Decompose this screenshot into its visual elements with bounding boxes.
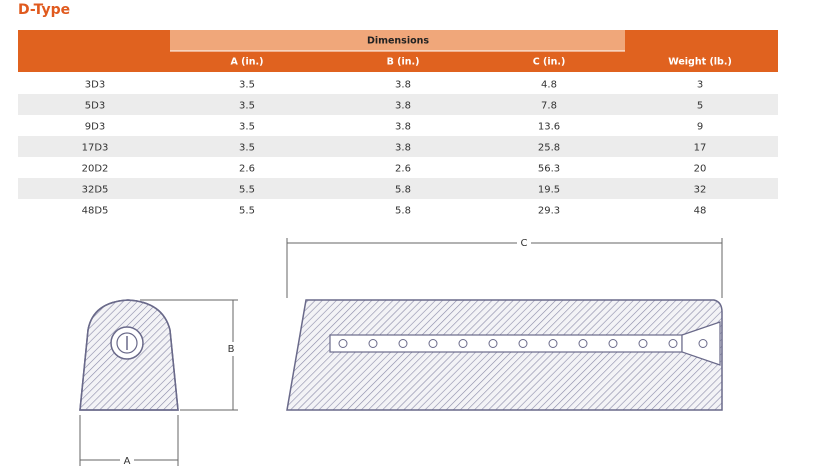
table-cell: 3: [697, 80, 703, 91]
table-cell: 5.5: [239, 185, 255, 196]
table-cell: 17: [694, 143, 707, 154]
table-cell: 3.8: [395, 101, 411, 112]
table-cell: 4.8: [541, 80, 557, 91]
bolt-hole: [368, 339, 378, 348]
table-cell: 2.6: [239, 164, 255, 175]
bolt-hole: [698, 339, 708, 348]
table-cell: 3.5: [239, 122, 255, 133]
bolt-hole: [638, 339, 648, 348]
table-cell: 19.5: [538, 185, 560, 196]
bolt-hole: [338, 339, 348, 348]
row-label: 17D3: [82, 143, 109, 154]
bolt-hole: [458, 339, 468, 348]
side-view-diagram: C: [286, 236, 723, 411]
table-cell: 3.5: [239, 80, 255, 91]
column-header: C (in.): [533, 57, 566, 68]
bolt-hole: [548, 339, 558, 348]
table-cell: 29.3: [538, 206, 560, 217]
table-cell: 3.8: [395, 143, 411, 154]
row-label: 3D3: [85, 80, 105, 91]
bolt-hole: [578, 339, 588, 348]
end-view-diagram: B A: [79, 299, 240, 467]
row-label: 48D5: [82, 206, 109, 217]
table-cell: 5.8: [395, 206, 411, 217]
dimension-label: B: [228, 344, 235, 355]
table-cell: 5.5: [239, 206, 255, 217]
dimension-label: A: [124, 456, 131, 467]
group-header: Dimensions: [367, 36, 429, 47]
table-cell: 13.6: [538, 122, 560, 133]
dimension-label: C: [521, 238, 528, 249]
table-cell: 3.8: [395, 122, 411, 133]
page-title: D-Type: [18, 2, 70, 18]
table-cell: 3.8: [395, 80, 411, 91]
bolt-hole: [398, 339, 408, 348]
row-background: [18, 178, 778, 199]
bolt-hole: [428, 339, 438, 348]
table-cell: 25.8: [538, 143, 560, 154]
table: A (in.) B (in.) C (in.) Weight (lb.) 3D3 3.5 3…: [18, 57, 778, 217]
group-header-cell: [170, 30, 625, 51]
column-header: B (in.): [387, 57, 420, 68]
header-cell: [170, 51, 625, 72]
table-cell: 5.8: [395, 185, 411, 196]
table-cell: 5: [697, 101, 703, 112]
table-cell: 32: [694, 185, 707, 196]
header-cell: [625, 30, 778, 72]
header-cell: [18, 30, 170, 72]
bolt-hole: [518, 339, 528, 348]
row-label: 5D3: [85, 101, 105, 112]
row-background: [18, 136, 778, 157]
table-cell: 3.5: [239, 143, 255, 154]
column-header: Weight (lb.): [668, 57, 732, 68]
bolt-hole: [608, 339, 618, 348]
table-cell: 56.3: [538, 164, 560, 175]
row-label: 20D2: [82, 164, 109, 175]
column-header: A (in.): [231, 57, 264, 68]
row-label: 9D3: [85, 122, 105, 133]
table-cell: 9: [697, 122, 703, 133]
table-cell: 48: [694, 206, 707, 217]
table-cell: 20: [694, 164, 707, 175]
row-label: 32D5: [82, 185, 109, 196]
bolt-hole: [668, 339, 678, 348]
table-cell: 2.6: [395, 164, 411, 175]
row-background: [18, 94, 778, 115]
table-cell: 3.5: [239, 101, 255, 112]
table-cell: 7.8: [541, 101, 557, 112]
bolt-hole: [488, 339, 498, 348]
